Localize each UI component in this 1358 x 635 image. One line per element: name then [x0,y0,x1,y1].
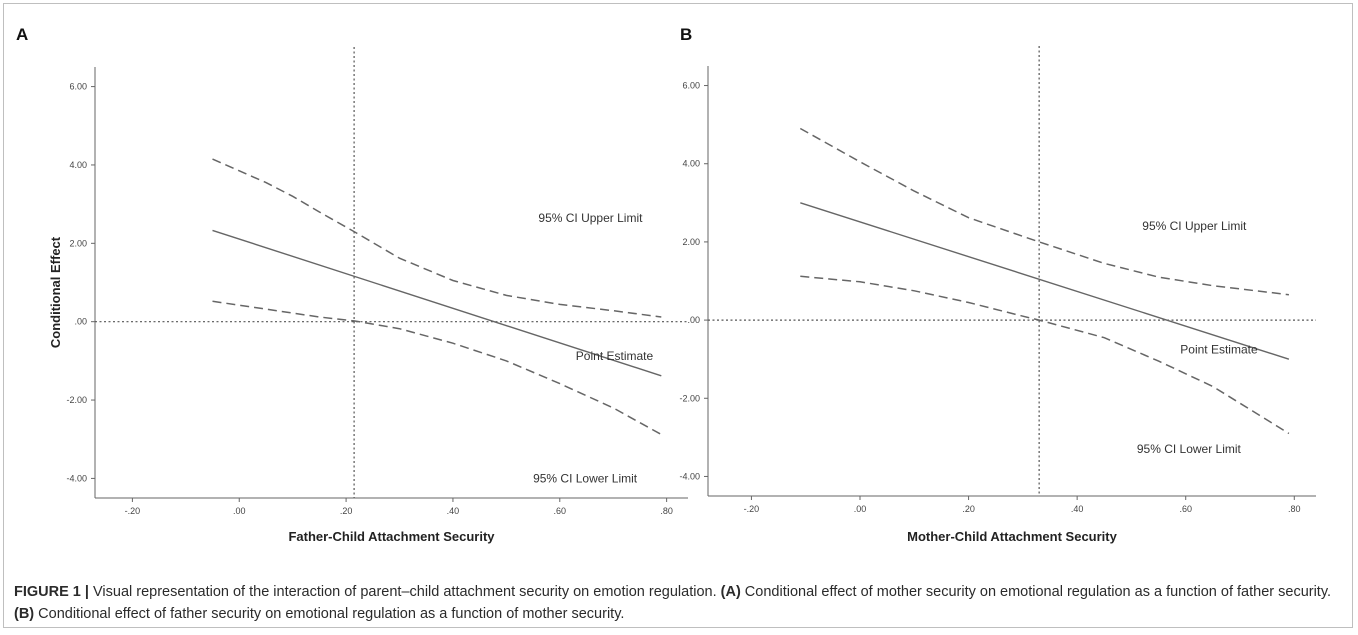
x-axis-title: Mother-Child Attachment Security [907,529,1117,544]
x-tick-label: .20 [962,504,975,514]
y-axis-title: Conditional Effect [48,236,63,348]
x-tick-label: .80 [660,506,673,516]
caption-part-a-label: (A) [720,584,741,600]
figure-caption: FIGURE 1 | Visual representation of the … [14,581,1340,625]
series-annotation: Point Estimate [1180,342,1258,356]
y-tick-label: .00 [687,315,700,325]
x-tick-label: .20 [340,506,353,516]
caption-part-a-text: Conditional effect of mother security on… [740,584,1332,600]
x-tick-label: .60 [554,506,567,516]
series-annotation: 95% CI Lower Limit [1137,442,1242,456]
caption-intro: Visual representation of the interaction… [88,584,721,600]
series-line-95-ci-upper-limit [212,158,662,318]
x-tick-label: .60 [1179,504,1192,514]
y-tick-label: -2.00 [66,395,87,405]
x-tick-label: -.20 [125,506,141,516]
series-line-95-ci-lower-limit [800,275,1290,435]
panel-label: B [680,25,692,44]
y-tick-label: 4.00 [682,159,700,169]
x-tick-label: .80 [1288,504,1301,514]
series-line-point-estimate [800,202,1290,360]
y-tick-label: 2.00 [682,237,700,247]
y-tick-label: 6.00 [69,82,87,92]
series-annotation: 95% CI Upper Limit [1142,219,1247,233]
figure-charts: A -4.00 -2.00 .00 2.00 4.00 6.00 -.20 .00 .20 .40.… [16,25,1316,544]
caption-part-b-text: Conditional effect of father security on… [34,606,625,622]
x-tick-label: .40 [1071,504,1084,514]
series-annotation: 95% CI Lower Limit [533,471,638,485]
series-annotation: Point Estimate [576,349,654,363]
y-tick-label: 4.00 [69,160,87,170]
x-tick-label: .00 [233,506,246,516]
series-line-point-estimate [212,229,662,377]
series-annotation: 95% CI Upper Limit [538,211,643,225]
y-tick-label: -4.00 [66,473,87,483]
y-tick-label: -2.00 [679,393,700,403]
chart-panel-a: A -4.00 -2.00 .00 2.00 4.00 6.00 -.20 .00 .20 .40.… [16,25,688,544]
series-line-95-ci-upper-limit [799,127,1289,296]
y-tick-label: -4.00 [679,471,700,481]
panel-label: A [16,25,28,44]
x-axis-title: Father-Child Attachment Security [288,529,495,544]
series-line-95-ci-lower-limit [212,300,662,436]
y-tick-label: 2.00 [69,238,87,248]
x-tick-label: .40 [447,506,460,516]
y-tick-label: .00 [74,317,87,327]
y-tick-label: 6.00 [682,81,700,91]
chart-panel-b: B -4.00 -2.00 .00 2.00 4.00 6.00 -.20 .00 .20 .40.… [679,25,1316,544]
caption-label: FIGURE 1 | [14,584,89,600]
x-tick-label: .00 [854,504,867,514]
caption-part-b-label: (B) [14,606,35,622]
x-tick-label: -.20 [744,504,760,514]
